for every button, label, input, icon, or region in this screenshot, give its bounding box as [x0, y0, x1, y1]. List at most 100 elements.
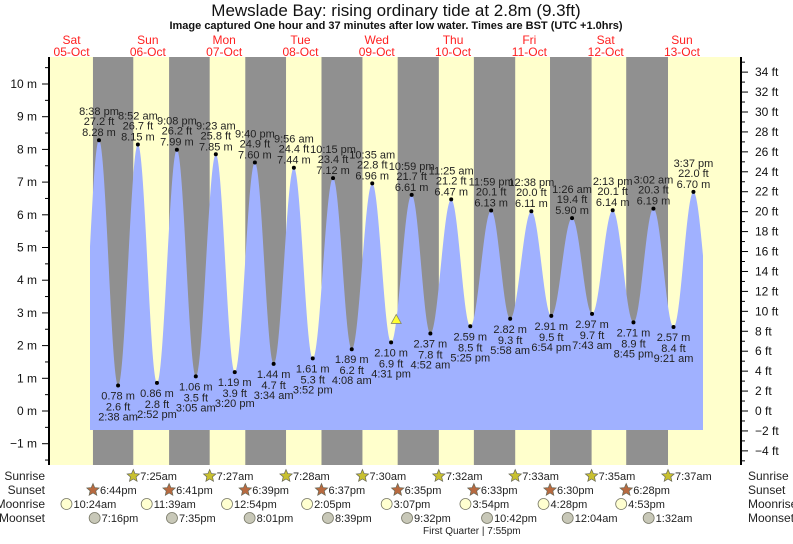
tide-ft-label: 26.2 ft	[162, 126, 193, 138]
moonrise-time: 3:07pm	[394, 499, 431, 511]
right-tick-label: 4 ft	[755, 364, 772, 378]
sunrise-time: 7:35am	[599, 471, 636, 483]
high-tide-point	[96, 138, 101, 143]
tide-m-label: 0.86 m	[140, 388, 174, 400]
tide-time-label: 10:15 pm	[310, 144, 356, 156]
day-label-dow: Sun	[137, 33, 158, 47]
moonrise-icon	[459, 498, 472, 510]
day-label-date: 13-Oct	[664, 45, 701, 59]
right-tick-label: −4 ft	[755, 444, 779, 458]
sunset-icon	[85, 482, 100, 497]
low-tide-point	[389, 340, 394, 345]
moonrise-time: 2:05pm	[314, 499, 351, 511]
tide-time-label: 5:25 pm	[450, 352, 490, 364]
tide-time-label: 11:59 pm	[469, 177, 514, 189]
high-tide-point	[174, 147, 179, 152]
day-label-date: 08-Oct	[282, 45, 319, 59]
tide-time-label: 11:25 am	[429, 165, 474, 177]
high-tide-point	[449, 197, 454, 202]
tide-m-label: 2.82 m	[493, 324, 527, 336]
moonset-time: 12:04am	[575, 513, 618, 525]
right-tick-label: 26 ft	[755, 145, 779, 159]
tide-ft-label: 9.5 ft	[539, 332, 563, 344]
tide-m-label: 6.70 m	[677, 179, 711, 191]
tide-ft-label: 3.9 ft	[223, 388, 247, 400]
sunset-icon	[466, 482, 481, 497]
high-tide-point	[213, 152, 218, 157]
sunrise-time: 7:27am	[217, 471, 254, 483]
high-tide-point	[252, 160, 257, 165]
water-level-area	[90, 140, 703, 430]
tide-ft-label: 24.4 ft	[279, 144, 310, 156]
moonset-time: 8:01pm	[257, 513, 294, 525]
tide-ft-label: 21.7 ft	[396, 171, 427, 183]
moonset-icon	[481, 512, 493, 524]
tide-m-label: 6.19 m	[637, 196, 671, 208]
right-tick-label: 2 ft	[755, 384, 772, 398]
moonrise-icon	[221, 498, 233, 510]
sunset-time: 6:39pm	[252, 485, 289, 497]
tide-ft-label: 6.2 ft	[340, 365, 364, 377]
right-tick-label: 16 ft	[755, 245, 779, 259]
day-label-date: 05-Oct	[54, 45, 91, 59]
right-tick-label: 32 ft	[755, 85, 779, 99]
left-tick-label: 6 m	[17, 208, 37, 222]
moonrise-icon	[140, 498, 153, 510]
day-label-dow: Sat	[597, 33, 616, 47]
tide-ft-label: 27.2 ft	[84, 116, 115, 128]
day-label-date: 07-Oct	[206, 45, 243, 59]
high-tide-point	[489, 208, 494, 213]
tide-m-label: 1.61 m	[296, 363, 330, 375]
tide-time-label: 8:45 pm	[614, 348, 654, 360]
moonset-icon	[642, 512, 655, 524]
high-tide-point	[570, 216, 575, 221]
high-tide-point	[291, 165, 296, 170]
moonset-row-label-left: Moonset	[0, 511, 46, 525]
moonset-time: 8:39pm	[335, 513, 372, 525]
tide-time-label: 12:38 pm	[508, 177, 554, 189]
tide-m-label: 2.10 m	[374, 347, 408, 359]
right-tick-label: 24 ft	[755, 165, 779, 179]
sunset-icon	[162, 482, 177, 497]
tide-ft-label: 7.8 ft	[418, 350, 442, 362]
moonset-time: 7:35pm	[179, 513, 216, 525]
tide-ft-label: 21.2 ft	[436, 175, 467, 187]
low-tide-point	[671, 324, 676, 329]
tide-m-label: 1.44 m	[257, 369, 291, 381]
tide-m-label: 0.78 m	[101, 390, 135, 402]
day-label-dow: Sat	[63, 33, 82, 47]
low-tide-point	[590, 311, 595, 316]
moonset-icon	[401, 512, 413, 524]
tide-ft-label: 19.4 ft	[557, 194, 588, 206]
left-tick-label: 0 m	[17, 404, 37, 418]
low-tide-point	[116, 383, 121, 388]
sunrise-icon	[660, 468, 676, 483]
tide-time-label: 9:56 am	[274, 134, 314, 146]
tide-time-label: 3:34 am	[254, 390, 294, 402]
sunrise-icon	[202, 468, 217, 483]
sunrise-time: 7:32am	[446, 471, 483, 483]
right-tick-label: 30 ft	[755, 105, 779, 119]
sunrise-time: 7:37am	[675, 471, 712, 483]
tide-m-label: 6.14 m	[596, 197, 630, 209]
tide-m-label: 6.96 m	[355, 170, 389, 182]
day-label-dow: Fri	[522, 33, 536, 47]
low-tide-point	[154, 380, 159, 385]
tide-m-label: 2.97 m	[575, 319, 609, 331]
sunrise-row-label-right: Sunrise	[748, 469, 789, 483]
moonset-row-label-right: Moonset	[748, 511, 793, 525]
moonrise-icon	[60, 498, 73, 510]
tide-m-label: 2.37 m	[414, 339, 448, 351]
sunrise-time: 7:25am	[140, 471, 177, 483]
tide-ft-label: 8.4 ft	[661, 343, 685, 355]
day-label-date: 06-Oct	[130, 45, 167, 59]
right-tick-label: 22 ft	[755, 185, 779, 199]
high-tide-point	[135, 142, 140, 147]
left-tick-label: 1 m	[17, 371, 37, 385]
sunrise-icon	[126, 468, 141, 483]
high-tide-point	[331, 176, 336, 181]
tide-time-label: 3:52 pm	[293, 384, 333, 396]
tide-m-label: 1.89 m	[335, 354, 369, 366]
tide-m-label: 2.91 m	[534, 321, 568, 333]
